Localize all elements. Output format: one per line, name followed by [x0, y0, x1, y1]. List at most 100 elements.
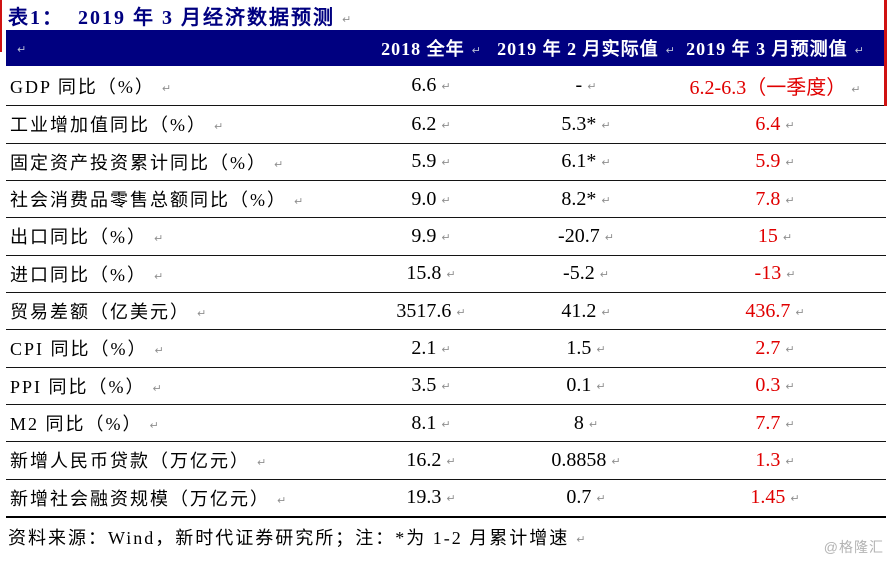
value-mar-forecast-cell: 1.3 ↵	[676, 449, 874, 472]
value-feb-actual-cell-text: -20.7	[558, 224, 600, 247]
value-mar-forecast-cell-text: 1.3	[755, 448, 781, 471]
paragraph-mark-icon: ↵	[596, 492, 606, 506]
paragraph-mark-icon: ↵	[441, 156, 451, 170]
value-feb-actual-cell-text: -5.2	[563, 262, 595, 285]
indicator-label-cell-text: 新增社会融资规模（万亿元）	[10, 488, 270, 509]
header-cell-mar-2019-forecast: 2019 年 3 月预测值 ↵	[676, 35, 874, 61]
value-2018-cell: 6.2 ↵	[366, 113, 496, 136]
table-row: 进口同比（%） ↵ 15.8 ↵ -5.2 ↵ -13 ↵	[6, 256, 886, 293]
table-title-prefix: 表1：	[8, 7, 64, 29]
paragraph-mark-icon: ↵	[294, 195, 304, 209]
value-2018-cell-text: 3517.6	[396, 299, 452, 322]
indicator-label-cell: 新增人民币贷款（万亿元） ↵	[6, 447, 366, 473]
paragraph-mark-icon: ↵	[441, 417, 451, 431]
value-feb-actual-cell-text: 8.2*	[561, 187, 597, 210]
indicator-label-cell: 社会消费品零售总额同比（%） ↵	[6, 186, 366, 212]
paragraph-mark-icon: ↵	[197, 307, 207, 321]
value-mar-forecast-cell: 436.7 ↵	[676, 300, 874, 323]
value-mar-forecast-cell: 0.3 ↵	[676, 374, 874, 397]
table-row: 贸易差额（亿美元） ↵ 3517.6 ↵ 41.2 ↵ 436.7 ↵	[6, 293, 886, 331]
paragraph-mark-icon: ↵	[601, 305, 611, 319]
value-mar-forecast-cell-text: 1.45	[750, 486, 786, 509]
paragraph-mark-icon: ↵	[795, 305, 805, 319]
paragraph-mark-icon: ↵	[471, 44, 481, 57]
value-2018-cell: 9.9 ↵	[366, 225, 496, 248]
header-cell-indicator: ↵	[6, 38, 366, 59]
indicator-label-cell-text: 固定资产投资累计同比（%）	[10, 152, 267, 173]
value-2018-cell: 5.9 ↵	[366, 150, 496, 173]
value-feb-actual-cell: -5.2 ↵	[496, 262, 676, 285]
value-mar-forecast-cell-text: -13	[754, 262, 782, 285]
paragraph-mark-icon: ↵	[152, 381, 162, 395]
paragraph-mark-icon: ↵	[154, 344, 164, 358]
indicator-label-cell: 固定资产投资累计同比（%） ↵	[6, 149, 366, 175]
value-2018-cell-text: 6.2	[411, 112, 437, 135]
value-feb-actual-cell: 8 ↵	[496, 412, 676, 435]
value-2018-cell-text: 16.2	[406, 448, 442, 471]
paragraph-mark-icon: ↵	[785, 193, 795, 207]
paragraph-mark-icon: ↵	[782, 230, 793, 244]
value-2018-cell-text: 8.1	[411, 411, 437, 434]
table-row: GDP 同比（%） ↵ 6.6 ↵ - ↵ 6.2-6.3（一季度） ↵	[6, 66, 886, 107]
value-2018-cell: 15.8 ↵	[366, 262, 496, 285]
value-feb-actual-cell: 6.1* ↵	[496, 150, 676, 173]
indicator-label-cell-text: 新增人民币贷款（万亿元）	[10, 451, 250, 472]
table-row: PPI 同比（%） ↵ 3.5 ↵ 0.1 ↵ 0.3 ↵	[6, 368, 886, 405]
value-feb-actual-cell-text: 5.3*	[561, 112, 597, 135]
value-mar-forecast-cell-text: 15	[757, 224, 778, 247]
paragraph-mark-icon: ↵	[161, 81, 172, 95]
gelonghui-watermark: @格隆汇	[823, 539, 884, 555]
paragraph-mark-icon: ↵	[342, 13, 352, 26]
indicator-label-cell: 工业增加值同比（%） ↵	[6, 111, 366, 137]
value-2018-cell: 9.0 ↵	[366, 188, 496, 211]
indicator-label-cell: CPI 同比（%） ↵	[6, 335, 366, 361]
table-row: 新增人民币贷款（万亿元） ↵ 16.2 ↵ 0.8858 ↵ 1.3 ↵	[6, 442, 886, 480]
table-body: GDP 同比（%） ↵ 6.6 ↵ - ↵ 6.2-6.3（一季度） ↵ 工业增加值同比（%） ↵…	[6, 66, 886, 518]
paragraph-mark-icon: ↵	[154, 269, 164, 283]
paragraph-mark-icon: ↵	[446, 454, 456, 468]
value-2018-cell-text: 5.9	[411, 150, 437, 173]
paragraph-mark-icon: ↵	[456, 305, 466, 319]
value-mar-forecast-cell: 6.4 ↵	[676, 113, 874, 136]
value-feb-actual-cell-text: 6.1*	[561, 150, 597, 173]
paragraph-mark-icon: ↵	[785, 380, 795, 394]
value-feb-actual-cell: -20.7 ↵	[496, 225, 676, 248]
table-row: 新增社会融资规模（万亿元） ↵ 19.3 ↵ 0.7 ↵ 1.45 ↵	[6, 480, 886, 518]
table-title-text: 2019 年 3 月经济数据预测	[78, 7, 335, 29]
value-feb-actual-cell-text: 8	[573, 411, 584, 434]
value-feb-actual-cell: 8.2* ↵	[496, 188, 676, 211]
paragraph-mark-icon: ↵	[277, 493, 287, 507]
paragraph-mark-icon: ↵	[576, 533, 586, 546]
value-mar-forecast-cell-text: 436.7	[745, 299, 791, 322]
indicator-label-cell-text: 贸易差额（亿美元）	[10, 302, 190, 323]
paragraph-mark-icon: ↵	[154, 232, 164, 246]
economic-data-table: ↵ 2018 全年 ↵ 2019 年 2 月实际值 ↵ 2019 年 3 月预测值 ↵…	[6, 30, 886, 518]
paragraph-mark-icon: ↵	[274, 157, 284, 171]
indicator-label-cell: 进口同比（%） ↵	[6, 261, 366, 287]
paragraph-mark-icon: ↵	[665, 44, 675, 57]
value-2018-cell: 3.5 ↵	[366, 374, 496, 397]
red-annotation-line-right	[884, 0, 887, 106]
value-mar-forecast-cell: 15 ↵	[676, 225, 874, 248]
value-feb-actual-cell: 1.5 ↵	[496, 337, 676, 360]
value-mar-forecast-cell-text: 2.7	[755, 336, 781, 359]
indicator-label-cell: GDP 同比（%） ↵	[6, 73, 366, 99]
table-row: 出口同比（%） ↵ 9.9 ↵ -20.7 ↵ 15 ↵	[6, 218, 886, 256]
value-mar-forecast-cell-text: 0.3	[755, 374, 781, 397]
value-2018-cell-text: 15.8	[406, 262, 442, 285]
table-row: M2 同比（%） ↵ 8.1 ↵ 8 ↵ 7.7 ↵	[6, 405, 886, 443]
table-row: 工业增加值同比（%） ↵ 6.2 ↵ 5.3* ↵ 6.4 ↵	[6, 106, 886, 144]
indicator-label-cell: M2 同比（%） ↵	[6, 410, 366, 436]
table-header-row: ↵ 2018 全年 ↵ 2019 年 2 月实际值 ↵ 2019 年 3 月预测值 ↵	[6, 30, 886, 66]
indicator-label-cell: 贸易差额（亿美元） ↵	[6, 298, 366, 324]
source-note: 资料来源：Wind，新时代证券研究所；注：*为 1-2 月累计增速 ↵	[8, 524, 585, 550]
paragraph-mark-icon: ↵	[149, 419, 159, 433]
paragraph-mark-icon: ↵	[441, 118, 451, 132]
value-feb-actual-cell-text: 0.7	[566, 486, 592, 509]
indicator-label-cell-text: 社会消费品零售总额同比（%）	[10, 190, 287, 211]
value-feb-actual-cell: 0.7 ↵	[496, 486, 676, 509]
indicator-label-cell-text: GDP 同比（%）	[10, 76, 155, 97]
table-row: CPI 同比（%） ↵ 2.1 ↵ 1.5 ↵ 2.7 ↵	[6, 330, 886, 368]
value-2018-cell-text: 2.1	[411, 336, 437, 359]
value-2018-cell-text: 6.6	[411, 74, 437, 97]
